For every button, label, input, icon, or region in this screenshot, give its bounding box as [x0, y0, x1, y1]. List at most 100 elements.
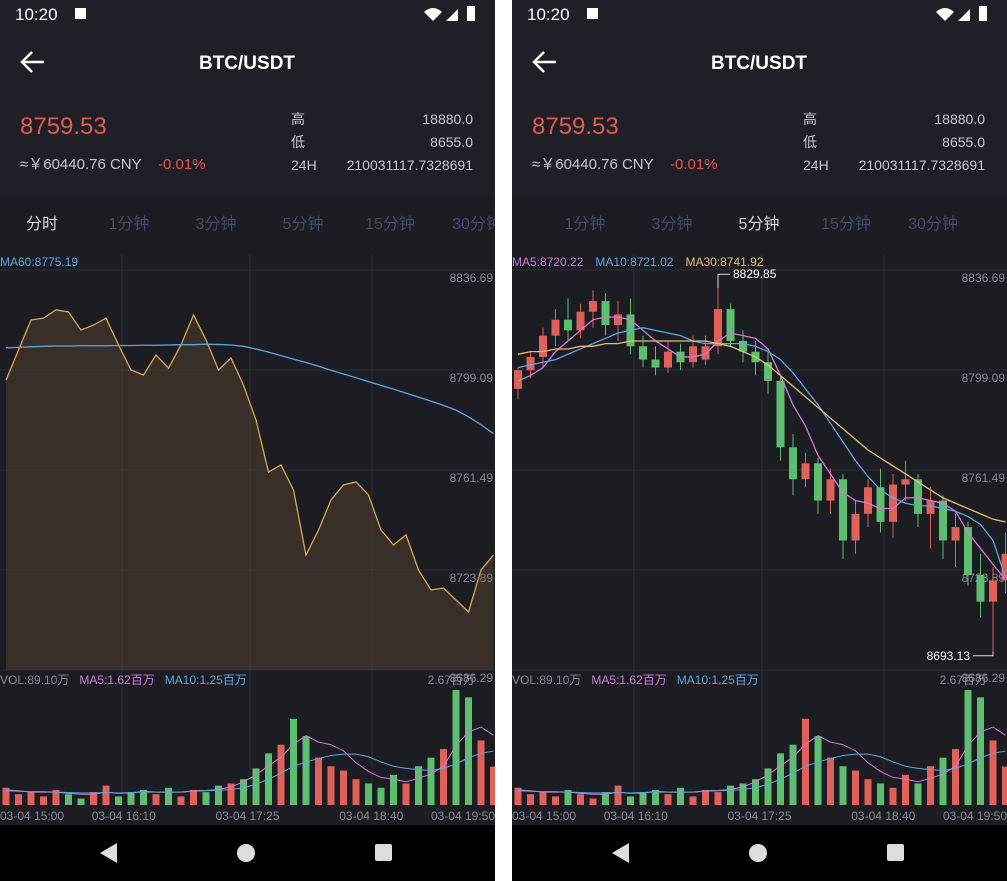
candle-body	[564, 319, 572, 331]
volume-bar	[914, 783, 922, 805]
candle-body	[739, 340, 747, 352]
y-tick-label: 8799.09	[962, 371, 1006, 385]
volume-bar	[140, 789, 147, 805]
candle-body	[901, 479, 910, 485]
candle-body	[1001, 553, 1007, 581]
volume-bar	[827, 757, 834, 805]
interval-tab[interactable]: 15分钟	[821, 215, 871, 233]
interval-tab[interactable]: 3分钟	[196, 215, 237, 233]
volume-bar	[152, 794, 160, 805]
y-tick-label: 8686.29	[962, 671, 1006, 685]
volume-bar	[240, 779, 247, 805]
x-tick-label: 03-04 18:40	[339, 809, 403, 823]
volume-bar	[327, 766, 335, 805]
battery-icon	[979, 6, 987, 21]
stat-label: 24H	[291, 157, 317, 173]
battery-icon	[467, 6, 475, 21]
candle-body	[939, 500, 947, 541]
chart-legend: MA60:8775.19	[0, 255, 78, 269]
nav-recents[interactable]	[375, 844, 392, 861]
interval-tab[interactable]: 30分钟	[452, 215, 502, 233]
wifi-icon	[424, 8, 442, 21]
interval-tab[interactable]: 15分钟	[365, 215, 415, 233]
cny-price: ≈￥60440.76 CNY	[532, 156, 654, 173]
status-time: 10:20	[527, 5, 570, 24]
volume-bar	[377, 787, 385, 805]
volume-bar	[40, 796, 47, 805]
interval-tab[interactable]: 1分钟	[109, 215, 150, 233]
interval-tab[interactable]: 分时	[26, 215, 58, 233]
phone-screen: 10:20 BTC/USDT 8759.53 ≈￥60440.76 CNY -0.01%…	[0, 0, 502, 881]
interval-tab[interactable]: 5分钟	[739, 215, 780, 233]
volume-bar	[727, 785, 734, 805]
interval-tab[interactable]: 30分钟	[908, 215, 958, 233]
volume-bar	[440, 749, 447, 805]
x-tick-label: 03-04 15:00	[0, 809, 64, 823]
candle-body	[614, 314, 622, 326]
candle-body	[814, 463, 822, 501]
x-tick-label: 03-04 17:25	[215, 809, 279, 823]
volume-bar	[52, 789, 60, 805]
volume-bar	[664, 794, 672, 805]
volume-bar	[952, 749, 959, 805]
volume-bar	[390, 774, 397, 805]
volume-bar	[639, 792, 647, 805]
y-tick-label: 8723.89	[450, 571, 494, 585]
stat-value: 8655.0	[942, 134, 985, 150]
volume-bar	[677, 787, 684, 805]
volume-bar	[90, 792, 97, 805]
nav-back[interactable]	[100, 843, 117, 863]
volume-legend: MA10:1.25百万	[165, 673, 247, 687]
candle-body	[914, 479, 922, 514]
volume-bar	[115, 796, 122, 805]
nav-recents[interactable]	[887, 844, 904, 861]
nav-back[interactable]	[612, 843, 629, 863]
volume-bar	[290, 718, 297, 805]
nav-home[interactable]	[237, 844, 255, 862]
back-button[interactable]	[532, 51, 556, 73]
volume-bar	[977, 697, 984, 805]
volume-bar	[127, 792, 135, 805]
candle-body	[726, 309, 735, 341]
volume-bar	[627, 796, 634, 805]
volume-bar	[602, 792, 609, 805]
signal-icon	[446, 9, 458, 21]
chart-bg	[512, 195, 1007, 825]
y-tick-label: 8836.69	[962, 271, 1006, 285]
volume-bar	[614, 785, 622, 805]
volume-bar	[552, 796, 559, 805]
volume-bar	[652, 789, 659, 805]
volume-legend: VOL:89.10万	[512, 673, 581, 687]
volume-bar	[277, 744, 285, 805]
candle-body	[551, 319, 560, 336]
interval-tab[interactable]: 5分钟	[283, 215, 324, 233]
volume-bar	[102, 785, 110, 805]
chart-legend: MA30:8741.92	[685, 255, 763, 269]
volume-bar	[452, 690, 460, 805]
y-tick-label: 8761.49	[962, 471, 1006, 485]
stat-label: 低	[803, 134, 817, 150]
volume-bar	[202, 792, 210, 805]
back-button[interactable]	[20, 51, 44, 73]
candle-body	[526, 356, 535, 371]
min-pointer	[973, 651, 994, 657]
candle-body	[976, 575, 985, 602]
volume-bar	[802, 718, 809, 805]
candle-body	[926, 500, 935, 514]
volume-bar	[1002, 766, 1007, 805]
interval-tab[interactable]: 3分钟	[652, 215, 693, 233]
y-tick-label: 8761.49	[450, 471, 494, 485]
interval-tab[interactable]: 1分钟	[565, 215, 606, 233]
nav-home[interactable]	[749, 844, 767, 862]
phone-screen: 10:20 BTC/USDT 8759.53 ≈￥60440.76 CNY -0.01%…	[512, 0, 1007, 881]
volume-bar	[577, 794, 584, 805]
volume-bar	[15, 794, 22, 805]
volume-tick-label: 2.67百万	[428, 673, 475, 687]
volume-bar	[165, 787, 172, 805]
stat-value: 18880.0	[934, 111, 985, 127]
volume-bar	[402, 783, 410, 805]
candle-body	[714, 309, 722, 347]
volume-ma-line	[5, 750, 494, 794]
cny-price: ≈￥60440.76 CNY	[20, 156, 142, 173]
volume-bar	[302, 736, 310, 805]
